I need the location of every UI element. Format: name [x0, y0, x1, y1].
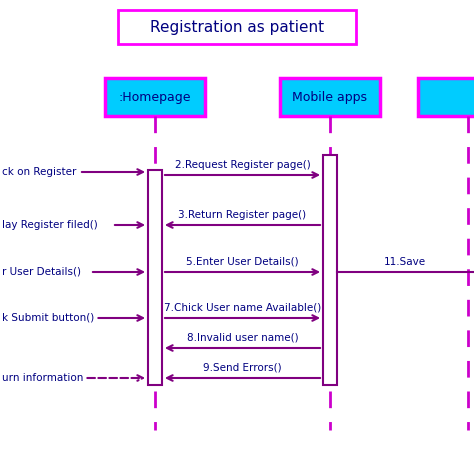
Text: :Homepage: :Homepage	[119, 91, 191, 103]
Text: 3.Return Register page(): 3.Return Register page()	[178, 210, 307, 220]
Text: 2.Request Register page(): 2.Request Register page()	[174, 160, 310, 170]
Text: lay Register filed(): lay Register filed()	[2, 220, 98, 230]
Text: Mobile apps: Mobile apps	[292, 91, 367, 103]
Bar	[105, 78, 205, 116]
Text: 9.Send Errors(): 9.Send Errors()	[203, 363, 282, 373]
Bar	[323, 155, 337, 385]
Bar	[118, 10, 356, 44]
Text: ck on Register: ck on Register	[2, 167, 76, 177]
Text: Registration as patient: Registration as patient	[150, 19, 324, 35]
Bar	[148, 170, 162, 385]
Text: 11.Save: 11.Save	[384, 257, 426, 267]
Text: 7.Chick User name Available(): 7.Chick User name Available()	[164, 303, 321, 313]
Text: 8.Invalid user name(): 8.Invalid user name()	[187, 333, 298, 343]
Text: r User Details(): r User Details()	[2, 267, 81, 277]
Text: k Submit button(): k Submit button()	[2, 313, 94, 323]
Text: urn information: urn information	[2, 373, 83, 383]
Bar	[418, 78, 474, 116]
Text: 5.Enter User Details(): 5.Enter User Details()	[186, 257, 299, 267]
Bar	[280, 78, 380, 116]
